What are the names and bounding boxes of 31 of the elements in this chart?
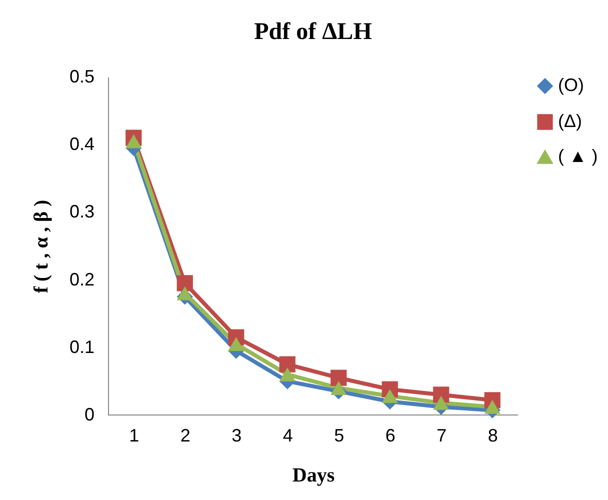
point	[382, 389, 398, 404]
y-tick-label: 0.3	[69, 202, 94, 222]
point	[176, 275, 193, 292]
legend-label: (Δ)	[558, 111, 582, 131]
point	[279, 356, 296, 372]
x-tick-label: 3	[232, 426, 242, 446]
point	[126, 134, 142, 148]
point	[330, 370, 347, 386]
y-tick-label: 0	[84, 404, 94, 424]
x-tick-label: 1	[129, 426, 140, 446]
x-axis-title: Days	[292, 464, 335, 486]
y-tick-label: 0.5	[69, 66, 94, 86]
point	[484, 400, 500, 414]
y-axis-title: f ( t , α , β )	[30, 200, 52, 294]
x-tick-label: 4	[282, 426, 293, 446]
y-tick-label: 0.2	[69, 269, 94, 290]
point	[176, 286, 193, 300]
legend-label: (O)	[558, 75, 584, 95]
x-tick-label: 5	[334, 426, 344, 446]
point	[433, 396, 450, 410]
point	[228, 337, 244, 351]
y-tick-label: 0.1	[69, 336, 94, 357]
legend-label: ( ▲ )	[558, 146, 598, 166]
point	[279, 367, 296, 382]
x-tick-label: 6	[385, 426, 396, 446]
y-tick-label: 0.4	[69, 134, 94, 154]
point	[330, 380, 347, 395]
x-tick-label: 8	[488, 426, 498, 446]
chart-title: Pdf of ΔLH	[254, 19, 372, 45]
x-tick-label: 7	[436, 426, 447, 446]
x-tick-label: 2	[180, 426, 190, 446]
